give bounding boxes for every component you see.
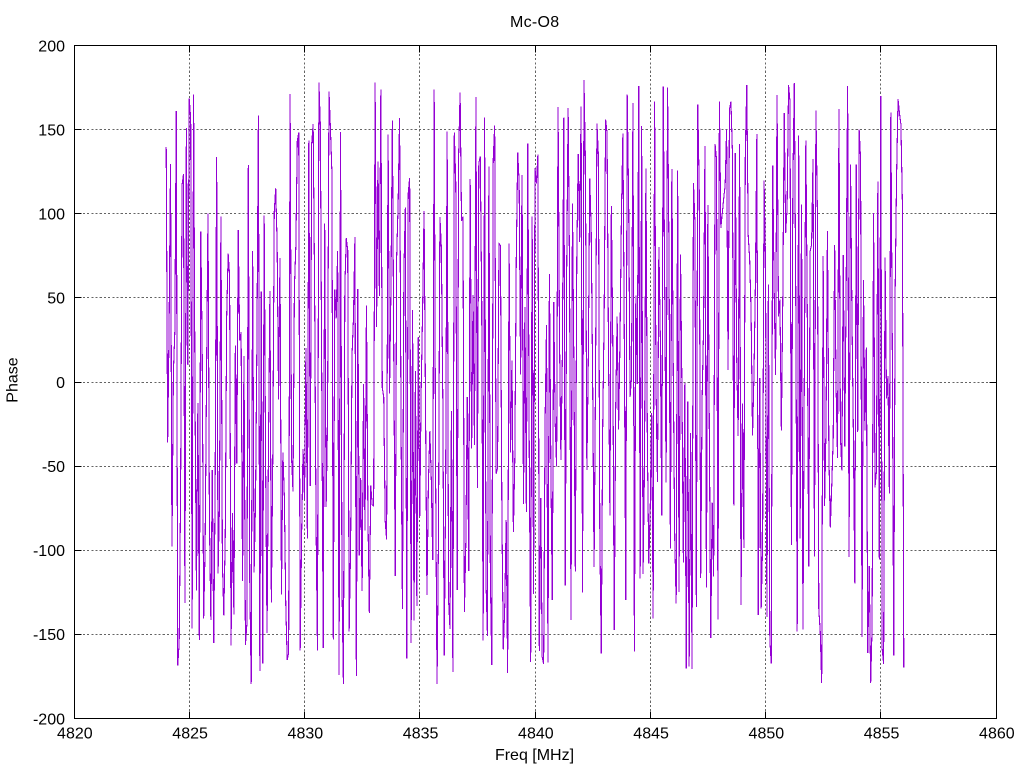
svg-text:-150: -150: [33, 627, 65, 644]
svg-text:150: 150: [38, 122, 65, 139]
svg-text:100: 100: [38, 207, 65, 224]
svg-text:4830: 4830: [288, 725, 324, 742]
svg-text:4840: 4840: [518, 725, 554, 742]
svg-text:Mc-O8: Mc-O8: [510, 14, 560, 31]
svg-text:4845: 4845: [633, 725, 669, 742]
svg-text:4860: 4860: [979, 725, 1015, 742]
svg-text:200: 200: [38, 38, 65, 55]
svg-text:0: 0: [56, 375, 65, 392]
svg-text:-50: -50: [42, 459, 65, 476]
svg-text:4835: 4835: [403, 725, 439, 742]
svg-text:50: 50: [47, 291, 65, 308]
svg-text:Freq [MHz]: Freq [MHz]: [495, 747, 574, 764]
svg-text:4825: 4825: [172, 725, 208, 742]
svg-text:Phase: Phase: [5, 357, 22, 402]
svg-text:-200: -200: [33, 711, 65, 728]
svg-text:4820: 4820: [57, 725, 93, 742]
svg-text:4855: 4855: [864, 725, 900, 742]
svg-text:4850: 4850: [749, 725, 785, 742]
svg-text:-100: -100: [33, 543, 65, 560]
